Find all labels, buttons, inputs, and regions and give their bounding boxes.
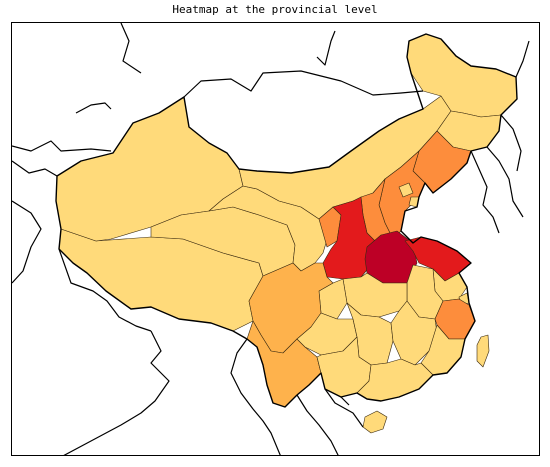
region-hainan[interactable] [362, 410, 388, 434]
region-heilongjiang[interactable] [406, 33, 518, 118]
region-taiwan[interactable] [476, 334, 490, 368]
neighbor-border-sea [75, 23, 336, 114]
neighbor-border-korea [470, 150, 500, 234]
region-beijing[interactable] [398, 182, 414, 198]
neighbor-border-south [63, 330, 339, 455]
china-outline [55, 33, 518, 408]
neighbor-border-northeast [486, 40, 530, 218]
china-heatmap-svg [12, 23, 530, 455]
neighbor-border-west [12, 160, 152, 332]
neighbor-border-north [12, 70, 424, 152]
map-title: Heatmap at the provincial level [172, 3, 378, 16]
map-frame [11, 22, 540, 456]
neighbor-border-vietnam [324, 388, 364, 428]
